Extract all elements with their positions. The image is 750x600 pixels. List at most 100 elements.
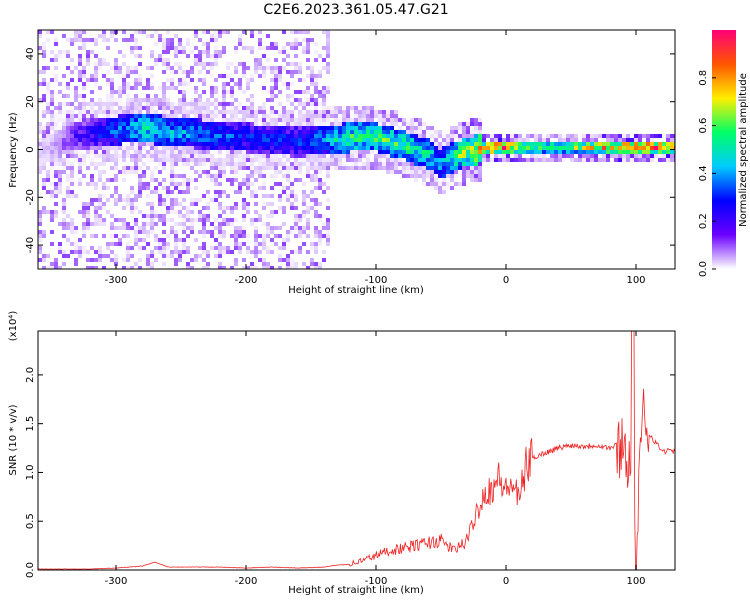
heatmap-cell (234, 190, 238, 194)
heatmap-cell (130, 118, 134, 122)
heatmap-cell (50, 50, 54, 54)
heatmap-cell (298, 162, 302, 166)
heatmap-cell (214, 146, 218, 150)
heatmap-cell (50, 138, 54, 142)
heatmap-cell (274, 174, 278, 178)
heatmap-cell (570, 138, 574, 142)
heatmap-cell (202, 250, 206, 254)
heatmap-cell (86, 182, 90, 186)
heatmap-cell (382, 166, 386, 170)
heatmap-cell (350, 118, 354, 122)
heatmap-cell (102, 114, 106, 118)
heatmap-cell (274, 166, 278, 170)
heatmap-cell (350, 138, 354, 142)
heatmap-cell (110, 150, 114, 154)
heatmap-cell (174, 154, 178, 158)
heatmap-cell (262, 242, 266, 246)
heatmap-cell (610, 138, 614, 142)
heatmap-cell (290, 166, 294, 170)
heatmap-cell (306, 158, 310, 162)
heatmap-cell (186, 158, 190, 162)
heatmap-cell (214, 238, 218, 242)
heatmap-cell (146, 266, 150, 269)
heatmap-cell (554, 134, 558, 138)
heatmap-cell (186, 74, 190, 78)
heatmap-cell (178, 222, 182, 226)
heatmap-cell (58, 102, 62, 106)
heatmap-cell (162, 150, 166, 154)
heatmap-cell (234, 218, 238, 222)
heatmap-cell (206, 206, 210, 210)
heatmap-cell (266, 118, 270, 122)
heatmap-cell (202, 158, 206, 162)
heatmap-cell (322, 94, 326, 98)
heatmap-cell (206, 202, 210, 206)
heatmap-cell (258, 46, 262, 50)
heatmap-cell (190, 218, 194, 222)
heatmap-cell (566, 150, 570, 154)
heatmap-cell (294, 98, 298, 102)
heatmap-cell (106, 106, 110, 110)
heatmap-cell (426, 126, 430, 130)
heatmap-cell (170, 162, 174, 166)
heatmap-cell (358, 110, 362, 114)
heatmap-cell (234, 82, 238, 86)
heatmap-cell (118, 134, 122, 138)
heatmap-cell (274, 46, 278, 50)
heatmap-cell (318, 118, 322, 122)
heatmap-cell (326, 198, 330, 202)
heatmap-cell (382, 138, 386, 142)
heatmap-cell (138, 98, 142, 102)
heatmap-cell (290, 262, 294, 266)
heatmap-cell (214, 50, 218, 54)
heatmap-cell (202, 30, 206, 34)
heatmap-cell (278, 142, 282, 146)
heatmap-cell (458, 138, 462, 142)
heatmap-cell (134, 166, 138, 170)
heatmap-cell (342, 138, 346, 142)
heatmap-cell (146, 262, 150, 266)
heatmap-cell (262, 114, 266, 118)
heatmap-cell (282, 162, 286, 166)
heatmap-cell (94, 110, 98, 114)
heatmap-cell (222, 130, 226, 134)
heatmap-cell (90, 122, 94, 126)
heatmap-cell (154, 122, 158, 126)
heatmap-cell (42, 70, 46, 74)
heatmap-cell (562, 134, 566, 138)
heatmap-cell (46, 30, 50, 34)
heatmap-cell (270, 226, 274, 230)
heatmap-cell (222, 90, 226, 94)
heatmap-cell (190, 138, 194, 142)
heatmap-cell (654, 154, 658, 158)
heatmap-cell (106, 210, 110, 214)
heatmap-cell (154, 138, 158, 142)
heatmap-cell (82, 162, 86, 166)
heatmap-cell (410, 166, 414, 170)
heatmap-cell (374, 130, 378, 134)
heatmap-cell (298, 102, 302, 106)
heatmap-cell (334, 110, 338, 114)
heatmap-cell (102, 126, 106, 130)
heatmap-cell (106, 242, 110, 246)
heatmap-cell (166, 158, 170, 162)
heatmap-cell (342, 134, 346, 138)
heatmap-cell (258, 118, 262, 122)
heatmap-cell (326, 86, 330, 90)
heatmap-cell (170, 70, 174, 74)
heatmap-cell (270, 202, 274, 206)
heatmap-cell (206, 146, 210, 150)
heatmap-cell (86, 114, 90, 118)
heatmap-cell (54, 54, 58, 58)
heatmap-cell (554, 142, 558, 146)
heatmap-cell (390, 142, 394, 146)
heatmap-cell (150, 202, 154, 206)
heatmap-cell (122, 118, 126, 122)
heatmap-cell (162, 154, 166, 158)
heatmap-cell (166, 210, 170, 214)
heatmap-cell (262, 246, 266, 250)
heatmap-cell (226, 146, 230, 150)
heatmap-cell (218, 242, 222, 246)
heatmap-cell (162, 70, 166, 74)
heatmap-cell (178, 106, 182, 110)
